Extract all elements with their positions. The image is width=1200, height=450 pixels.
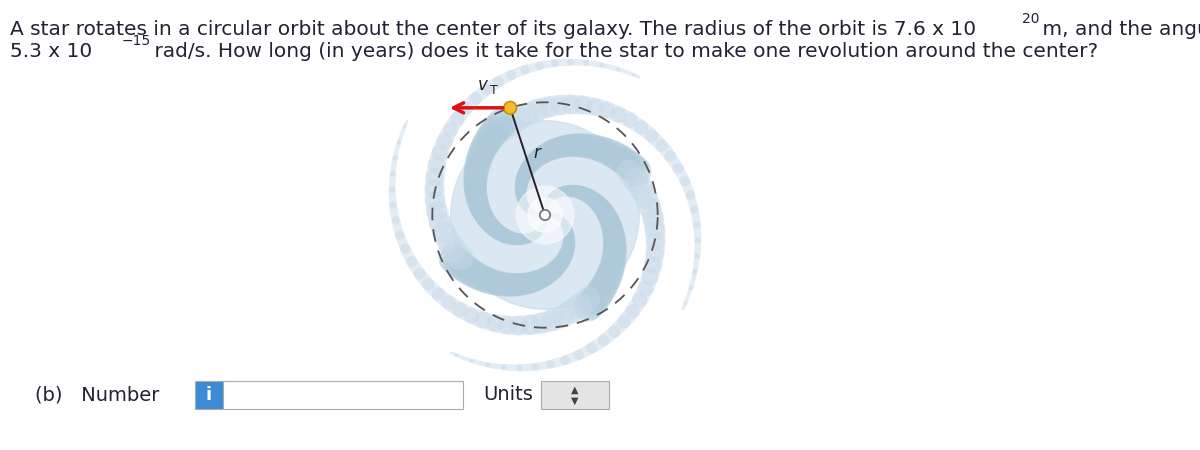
Text: −15: −15 <box>122 34 151 48</box>
FancyBboxPatch shape <box>541 381 610 409</box>
Circle shape <box>528 198 563 232</box>
Circle shape <box>504 102 516 114</box>
Circle shape <box>540 210 550 220</box>
Text: A star rotates in a circular orbit about the center of its galaxy. The radius of: A star rotates in a circular orbit about… <box>10 20 976 39</box>
Text: T: T <box>490 84 498 97</box>
FancyBboxPatch shape <box>194 381 223 409</box>
Circle shape <box>516 186 574 244</box>
Text: 20: 20 <box>1022 12 1039 26</box>
Text: Units: Units <box>482 386 533 405</box>
Text: rad/s. How long (in years) does it take for the star to make one revolution arou: rad/s. How long (in years) does it take … <box>148 42 1098 61</box>
Text: ▲: ▲ <box>571 385 578 395</box>
Text: v: v <box>478 76 488 94</box>
FancyBboxPatch shape <box>223 381 463 409</box>
Text: m, and the angular speed of the star is: m, and the angular speed of the star is <box>1036 20 1200 39</box>
Text: i: i <box>206 386 212 404</box>
Text: r: r <box>534 144 540 162</box>
Text: 5.3 x 10: 5.3 x 10 <box>10 42 92 61</box>
Text: ▼: ▼ <box>571 396 578 406</box>
Text: (b)   Number: (b) Number <box>35 386 160 405</box>
Circle shape <box>451 121 640 309</box>
